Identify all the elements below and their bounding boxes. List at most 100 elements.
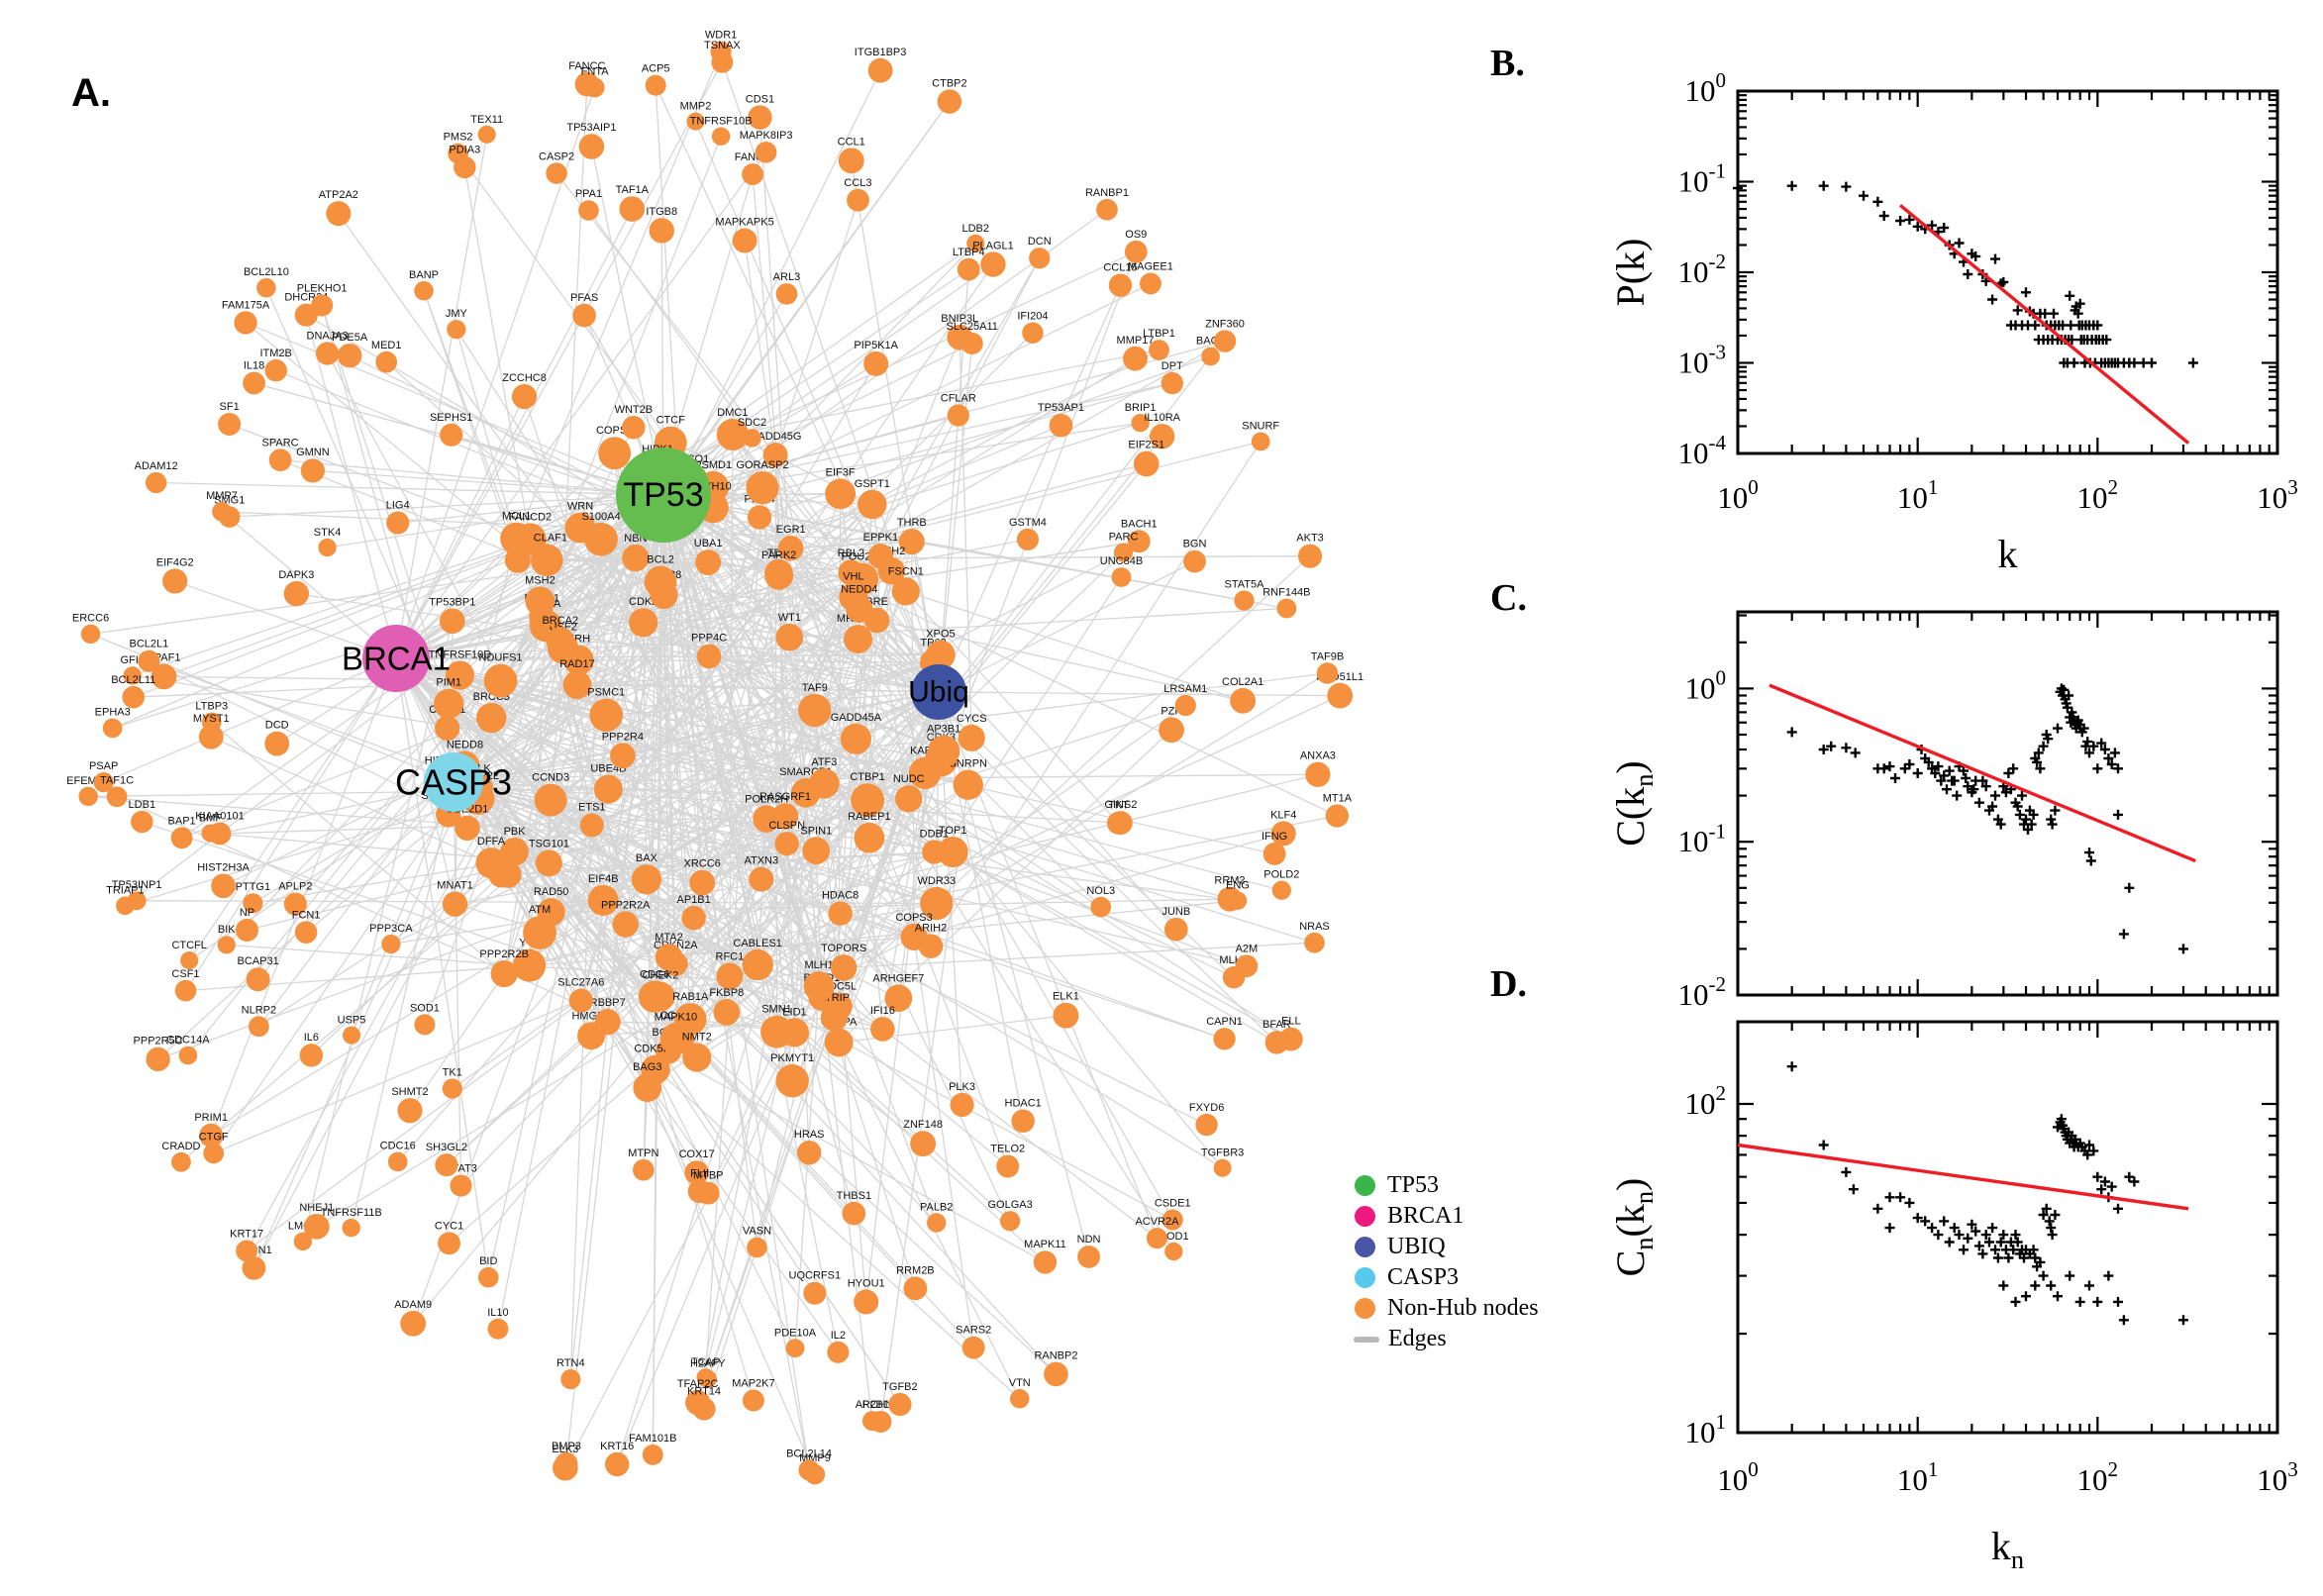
legend-item-label: Edges (1388, 1326, 1447, 1351)
gene-node-label: HDAC1 (1005, 1098, 1042, 1110)
gene-node (840, 723, 871, 754)
gene-node-label: TNFRSF10D (429, 648, 492, 660)
gene-node (589, 698, 624, 733)
gene-node (500, 522, 534, 555)
gene-node (1149, 340, 1169, 360)
gene-node (511, 383, 538, 410)
gene-node-label: GSTM4 (1009, 517, 1047, 529)
gene-node-label: PDIA3 (449, 145, 480, 156)
y-tick-label: 10-2 (1677, 972, 1726, 1012)
gene-node-label: DPT (1162, 360, 1183, 372)
gene-node (218, 413, 242, 437)
gene-node (483, 663, 518, 698)
gene-node-label: SPIN1 (800, 825, 832, 837)
x-tick-label: 101 (1897, 475, 1939, 515)
gene-node-label: SPARC (262, 437, 299, 449)
gene-node-label: FXYD6 (1189, 1102, 1224, 1114)
gene-node-label: MYST1 (193, 713, 230, 725)
gene-node-label: TEX11 (470, 114, 503, 126)
gene-node-label: JMY (446, 308, 468, 320)
gene-node (1228, 891, 1248, 910)
gene-node (299, 1044, 324, 1067)
gene-node (910, 1131, 937, 1157)
gene-node-label: MED1 (371, 340, 402, 351)
hub-node-ubiq (911, 664, 966, 720)
gene-node-label: BAP1 (168, 815, 196, 827)
gene-node-label: CSDE1 (1155, 1197, 1191, 1209)
gene-node-label: DAPK3 (278, 569, 314, 581)
gene-node (123, 666, 142, 685)
gene-node (681, 905, 706, 931)
gene-node (268, 449, 292, 472)
gene-node (1262, 843, 1286, 865)
gene-node-label: JUNB (1162, 906, 1190, 918)
gene-node-label: NP (240, 907, 254, 919)
gene-node-label: CTCF (656, 415, 686, 427)
gene-node-label: THRB (897, 517, 927, 529)
gene-node-label: CSF1 (171, 968, 199, 980)
gene-node (762, 443, 788, 467)
gene-node (572, 303, 596, 328)
gene-node-label: DFFA (477, 836, 506, 848)
gene-node-label: LIG4 (386, 499, 410, 511)
gene-node (927, 735, 960, 768)
gene-node-label: STK4 (314, 527, 342, 539)
gene-node (311, 294, 334, 317)
gene-node (93, 772, 114, 793)
gene-node (568, 988, 593, 1013)
gene-node (803, 1281, 827, 1305)
gene-node-label: A2M (1236, 943, 1259, 954)
gene-node (847, 188, 869, 212)
gene-node-label: POLR2H (745, 793, 788, 805)
gene-node-label: WDR1 (705, 30, 737, 42)
gene-node-label: PDE5A (332, 332, 368, 344)
gene-node (884, 984, 913, 1013)
y-tick-label: 10-1 (1677, 159, 1726, 199)
gene-node-label: MSH2 (525, 574, 556, 586)
gene-node-label: CRADD (161, 1141, 200, 1152)
gene-node-label: PKMYT1 (770, 1052, 814, 1064)
legend-color-dot (1355, 1237, 1375, 1257)
gene-node-label: PBK (504, 826, 527, 838)
gene-node-label: PPP2R2B (479, 948, 529, 960)
gene-node (779, 1018, 810, 1047)
y-tick-label: 10-1 (1677, 819, 1726, 858)
gene-node (151, 663, 177, 690)
gene-node-label: CAPN1 (1206, 1016, 1243, 1028)
gene-node (1183, 549, 1206, 573)
gene-node (686, 112, 705, 131)
gene-node-label: PSMC1 (587, 686, 625, 698)
gene-node-label: SEPHS1 (430, 412, 472, 424)
gene-node-label: CDS1 (746, 93, 774, 105)
gene-node (696, 644, 722, 669)
gene-node (649, 218, 674, 244)
gene-node (716, 418, 749, 451)
gene-node (980, 251, 1006, 277)
gene-node-label: MAP2K7 (732, 1378, 774, 1390)
gene-node (264, 731, 290, 756)
gene-node (774, 832, 799, 856)
gene-node-label: NHEJ1 (299, 1202, 334, 1214)
gene-node-label: RNF144B (1262, 587, 1310, 599)
gene-node (764, 560, 794, 590)
gene-node (1124, 240, 1148, 263)
gene-node-label: CTGF (199, 1131, 229, 1143)
panel-d-label: D. (1490, 963, 1527, 1005)
gene-node (844, 625, 873, 654)
gene-node-label: ITGB8 (646, 206, 677, 218)
legend-color-dot (1355, 1175, 1375, 1196)
gene-node (1077, 1246, 1100, 1268)
scatter-points (1733, 180, 2198, 368)
legend-color-dot (1355, 1267, 1375, 1288)
gene-node (1139, 272, 1162, 295)
gene-node (387, 1151, 408, 1172)
gene-node (1276, 598, 1297, 619)
gene-node (256, 278, 276, 298)
gene-node (622, 544, 650, 572)
gene-node (1133, 450, 1160, 477)
gene-node (178, 1046, 198, 1065)
gene-node-label: GORASP2 (736, 459, 788, 471)
gene-node-label: TP53AP1 (1038, 402, 1084, 414)
legend-item-label: Non-Hub nodes (1387, 1295, 1539, 1321)
gene-node-label: DDB1 (920, 828, 949, 840)
